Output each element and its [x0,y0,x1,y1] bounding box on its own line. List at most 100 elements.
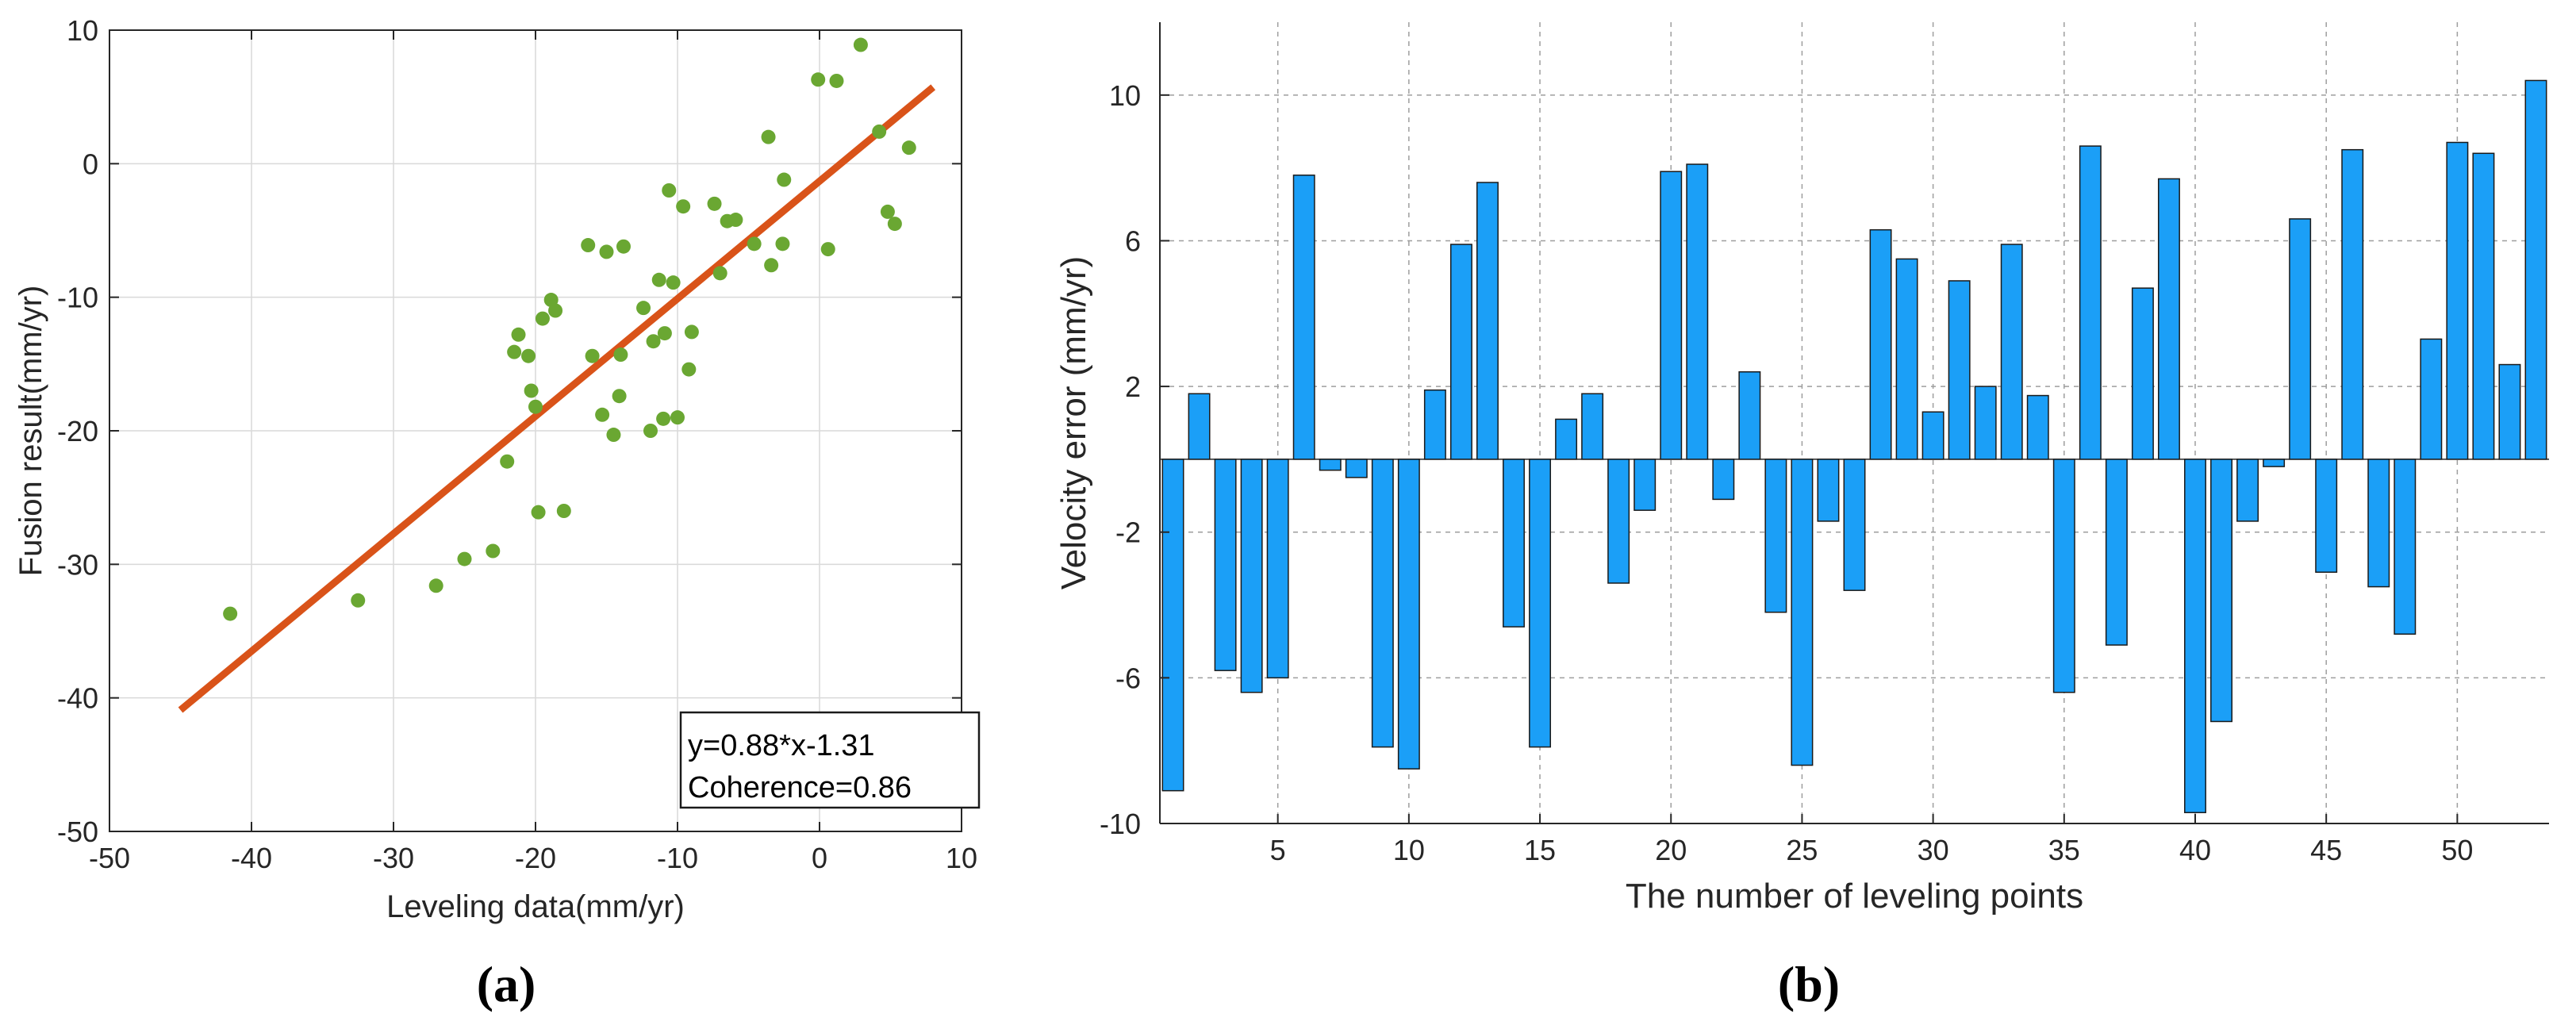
bar [2446,141,2469,460]
bars [1161,79,2547,813]
scatter-point [612,389,627,404]
bar [2157,178,2180,460]
y-tick-label: 2 [1125,370,1141,403]
bar [2341,148,2364,460]
scatter-point [712,266,727,281]
bar [1791,459,1814,766]
panel-label-b: (b) [1778,956,1840,1012]
y-tick-label: 10 [67,14,98,47]
x-tick-label: -40 [231,842,272,874]
scatter-point [524,383,539,398]
scatter-point [880,204,895,219]
y-tick-label: 0 [83,148,98,180]
bar [2289,218,2312,460]
legend-equation: y=0.88*x-1.31 [688,729,875,762]
y-tick-label: -50 [57,816,98,848]
bar [1607,459,1630,584]
scatter-point [820,242,835,257]
scatter-point [457,551,472,566]
scatter-point [500,454,515,469]
scatter-point [662,183,677,198]
bar [2524,79,2547,460]
x-tick-label: 45 [2310,834,2342,866]
bar [2394,459,2417,635]
scatter-point [657,326,672,341]
bar [1974,386,1997,460]
scatter-point [747,236,762,251]
scatter-point [681,362,697,377]
bar [2315,459,2338,573]
scatter-point [556,504,571,518]
scatter-point [351,593,366,608]
scatter-point [887,217,902,232]
bar [1371,459,1394,748]
bar [2420,338,2443,460]
bar-panel: 5 10 15 20 25 30 35 40 45 50 -10 -6 -2 2 6 10 The numb… [1054,22,2549,1012]
x-tick-label: 40 [2179,834,2211,866]
bar [2498,363,2521,460]
y-tick-label: -10 [57,282,98,314]
scatter-point [486,543,501,559]
scatter-point [543,293,559,308]
scatter-points [223,37,916,621]
bar [2105,459,2128,646]
scatter-point [531,505,546,520]
bar [2000,244,2023,460]
legend-coherence: Coherence=0.86 [688,771,912,804]
bar-y-axis-label: Velocity error (mm/yr) [1054,256,1093,589]
scatter-point [853,37,868,52]
bar-x-axis-label: The number of leveling points [1626,877,2083,916]
bar [1660,171,1683,460]
scatter-point [775,236,790,251]
bar [1555,418,1578,460]
scatter-point [901,140,916,155]
scatter-point [223,606,238,621]
bar [1948,280,1971,460]
bar [1529,459,1552,748]
scatter-point [670,410,685,425]
bar [1449,244,1472,460]
bar [1581,393,1604,460]
scatter-point [666,275,681,290]
scatter-point [535,311,550,326]
bar [1634,459,1657,511]
bar [1738,370,1761,460]
scatter-point [507,344,522,359]
scatter-point [616,239,631,254]
scatter-point [521,348,536,363]
bar-plot-area [1160,22,2549,823]
scatter-point [811,72,826,87]
scatter-point [646,334,661,349]
bar [1869,228,1892,460]
scatter-point [656,411,671,426]
fit-line [178,84,936,713]
scatter-point [528,399,543,414]
x-tick-label: 10 [946,842,977,874]
bar-axes-frame [1159,22,2549,824]
x-tick-label: 25 [1786,834,1818,866]
x-tick-label: -30 [373,842,414,874]
bar [1345,459,1368,478]
y-tick-label: -20 [57,415,98,447]
scatter-panel: -50 -40 -30 -20 -10 0 10 -50 -40 -30 -20 -10 0 10 y=… [13,14,981,1012]
y-tick-label: -6 [1115,662,1141,694]
fit-legend-box: y=0.88*x-1.31 Coherence=0.86 [679,711,981,809]
bar [1712,459,1735,501]
y-tick-label: -40 [57,682,98,715]
x-tick-label: -10 [657,842,698,874]
scatter-point [651,272,666,287]
scatter-point [585,348,600,363]
scatter-point [764,258,779,273]
scatter-y-ticks: -50 -40 -30 -20 -10 0 10 [57,14,962,848]
scatter-point [613,347,628,363]
scatter-x-ticks: -50 -40 -30 -20 -10 0 10 [89,30,977,874]
bar [1686,163,1709,460]
bar [2131,287,2154,460]
bar [2472,152,2495,460]
bar [2079,145,2102,460]
y-tick-label: 6 [1125,225,1141,257]
x-tick-label: -50 [89,842,130,874]
scatter-point [684,324,699,340]
scatter-point [761,129,776,144]
